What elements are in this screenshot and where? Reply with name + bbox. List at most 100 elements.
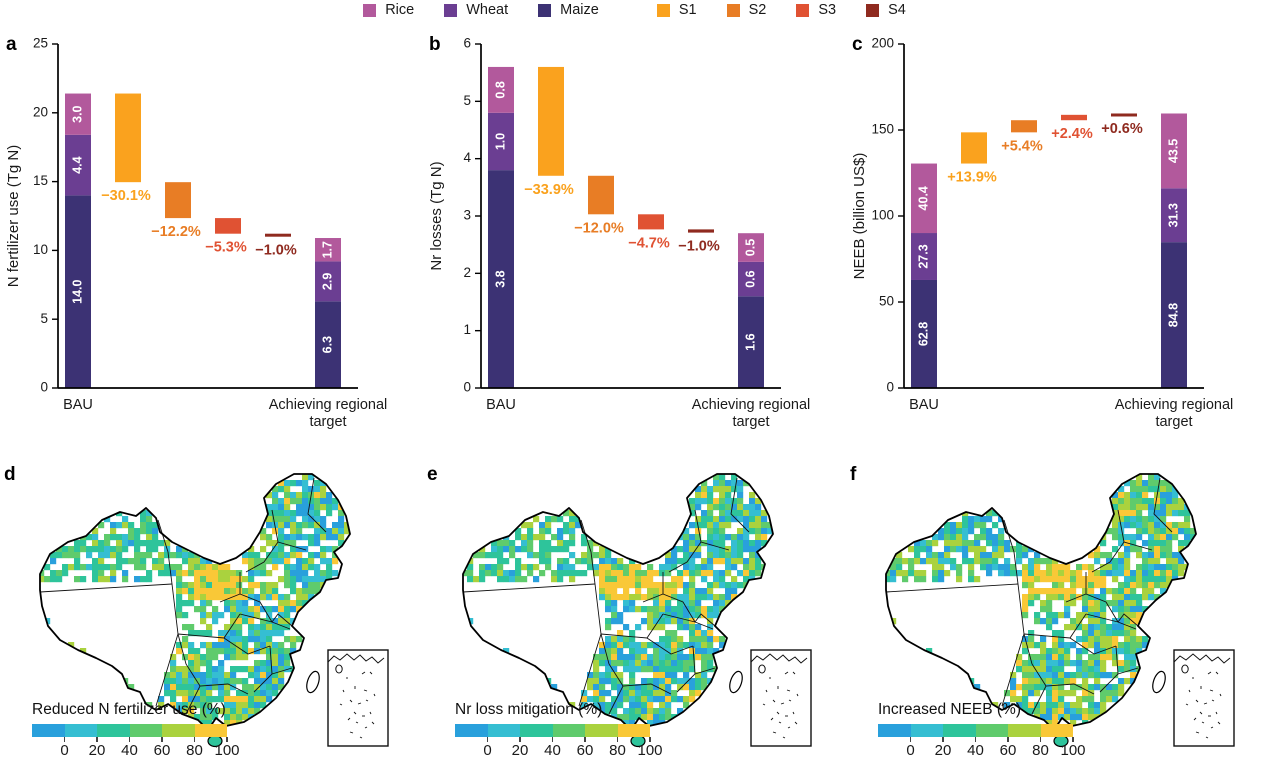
- waterfall-step-s4: [265, 233, 291, 237]
- target-bar-value-label: 0.5: [743, 239, 757, 256]
- step-pct-label-s1: +13.9%: [947, 170, 997, 186]
- colorbar-segment: [64, 724, 97, 737]
- china-choropleth-map-d: [39, 473, 389, 748]
- legend-item-maize: Maize: [538, 2, 599, 18]
- y-tick-label: 200: [871, 36, 894, 51]
- china-outline: [39, 473, 351, 731]
- target-bar-segment-wheat: [1161, 188, 1187, 243]
- waterfall-step-s2: [588, 175, 614, 215]
- colorbar-tick: [486, 737, 489, 742]
- target-bar-segment-wheat: [315, 261, 341, 302]
- colorbar-segment: [910, 724, 943, 737]
- waterfall-step-s2: [1011, 120, 1037, 133]
- colorbar-tick: [551, 737, 554, 742]
- chart-panel-b: b 3.8 1.0 0.8 −33.9% −12.0% −4.7% −1.0% 1.6 0.6 0…: [423, 28, 846, 452]
- target-bar-segment-maize: [738, 296, 764, 388]
- legend-item-s4: S4: [866, 2, 906, 18]
- colorbar-segment: [552, 724, 585, 737]
- taiwan-island: [729, 670, 743, 694]
- taiwan-island: [306, 670, 320, 694]
- chart-panel-c: c 62.8 27.3 40.4 +13.9% +5.4% +2.4% +0.6% 84.8 3…: [846, 28, 1269, 452]
- bau-bar-segment-wheat: [911, 233, 937, 280]
- bars: 3.8 1.0 0.8 −33.9% −12.0%−4.7% −1.0% 1.6 0.6 0.5: [488, 66, 764, 388]
- map-legend-d: Reduced N fertilizer use (%) 0 20 40 60 80 10…: [32, 701, 242, 759]
- bau-bar-segment-maize: [911, 279, 937, 388]
- map-label-f: Increased NEEB (%): [878, 701, 1021, 718]
- map-panel-d: d Reduced N fertilizer use (%) 0 20 40 60 80…: [0, 452, 423, 761]
- colorbar-segment: [455, 724, 488, 737]
- y-tick-label: 1: [463, 322, 471, 337]
- panel-letter-a: a: [6, 34, 17, 55]
- y-axis-title: N fertilizer use (Tg N): [5, 145, 22, 288]
- legend-item-wheat: Wheat: [444, 2, 508, 18]
- colorbar-ticks-e: [455, 737, 651, 742]
- waterfall-step-s1: [961, 132, 987, 164]
- waterfall-step-s4: [688, 229, 714, 233]
- y-tick-label: 150: [871, 122, 894, 137]
- bau-bar-segment-maize: [488, 170, 514, 388]
- map-label-e: Nr loss mitigation (%): [455, 701, 603, 718]
- bau-bar-value-label: 62.8: [916, 322, 930, 346]
- step-pct-label-s3: −4.7%: [628, 235, 670, 251]
- legend-label: S1: [678, 2, 697, 18]
- colorbar-segment: [32, 724, 65, 737]
- target-bar-value-label: 84.8: [1166, 303, 1180, 327]
- province-borders: [39, 477, 327, 715]
- legend-swatch-s1: [656, 3, 670, 17]
- y-tick-label: 10: [33, 242, 48, 257]
- y-tick-label: 0: [40, 380, 48, 395]
- y-tick-label: 20: [33, 104, 48, 119]
- step-pct-label-s1: −33.9%: [524, 182, 574, 198]
- colorbar-segment: [194, 724, 227, 737]
- province-borders: [885, 477, 1173, 715]
- colorbar-d: [32, 724, 227, 737]
- colorbar-segment: [943, 724, 976, 737]
- y-tick-label: 15: [33, 173, 48, 188]
- colorbar-tick-label: 0: [906, 742, 915, 759]
- map-legend-e: Nr loss mitigation (%) 0 20 40 60 80 100: [455, 701, 665, 759]
- legend-item-rice: Rice: [363, 2, 414, 18]
- legend-label: S2: [748, 2, 767, 18]
- y-tick-label: 25: [33, 36, 48, 51]
- legend-swatch-s2: [726, 3, 740, 17]
- map-panel-f: f Increased NEEB (%) 0 20 40 60 80 100: [846, 452, 1269, 761]
- target-bar-value-label: 1.7: [320, 241, 334, 258]
- legend-swatch-rice: [363, 3, 377, 17]
- target-bar-segment-rice: [315, 238, 341, 262]
- y-tick-label: 2: [463, 265, 471, 280]
- waterfall-step-s1: [115, 93, 141, 183]
- target-bar-value-label: 6.3: [320, 336, 334, 353]
- colorbar-tick-label: 100: [637, 742, 663, 759]
- step-pct-label-s2: +5.4%: [1001, 138, 1043, 154]
- axes: 0 1 2 3 4 5 6 BAU Achieving regional target Nr los…: [428, 36, 810, 430]
- colorbar-tick-label: 40: [544, 742, 561, 759]
- south-china-sea-inset: [750, 649, 812, 747]
- step-pct-label-s3: −5.3%: [205, 240, 247, 256]
- colorbar-tick: [616, 737, 619, 742]
- colorbar-tick-label: 40: [967, 742, 984, 759]
- bau-bar-segment-wheat: [488, 112, 514, 171]
- waterfall-step-s3: [638, 214, 664, 230]
- bars: 62.8 27.3 40.4 +13.9%+5.4% +2.4% +0.6% 84.8 31.…: [911, 113, 1187, 388]
- choropleth-cells: [463, 474, 773, 727]
- waterfall-step-s2: [165, 182, 191, 219]
- waterfall-step-s3: [1061, 114, 1087, 121]
- legend-item-s1: S1: [656, 2, 697, 18]
- colorbar-tick: [1007, 737, 1009, 742]
- target-bar-segment-rice: [1161, 113, 1187, 189]
- waterfall-step-s3: [215, 218, 241, 234]
- target-bar-segment-wheat: [738, 261, 764, 297]
- target-bar-segment-maize: [1161, 242, 1187, 388]
- y-tick-label: 100: [871, 208, 894, 223]
- target-bar-value-label: 31.3: [1166, 203, 1180, 227]
- waterfall-step-s1: [538, 66, 564, 176]
- colorbar-segment: [487, 724, 520, 737]
- colorbar-f: [878, 724, 1073, 737]
- charts-row: a 14.0 4.4 3.0 −30.1% −12.2% −5.3% −1.0% 6.3 2.9…: [0, 28, 1269, 452]
- legend-swatch-wheat: [444, 3, 458, 17]
- legend: Rice Wheat Maize S1 S2 S3 S4: [0, 2, 1269, 18]
- y-tick-label: 3: [463, 208, 471, 223]
- colorbar-segment: [1008, 724, 1041, 737]
- colorbar-ticks-d: [32, 737, 228, 742]
- colorbar-segment: [97, 724, 130, 737]
